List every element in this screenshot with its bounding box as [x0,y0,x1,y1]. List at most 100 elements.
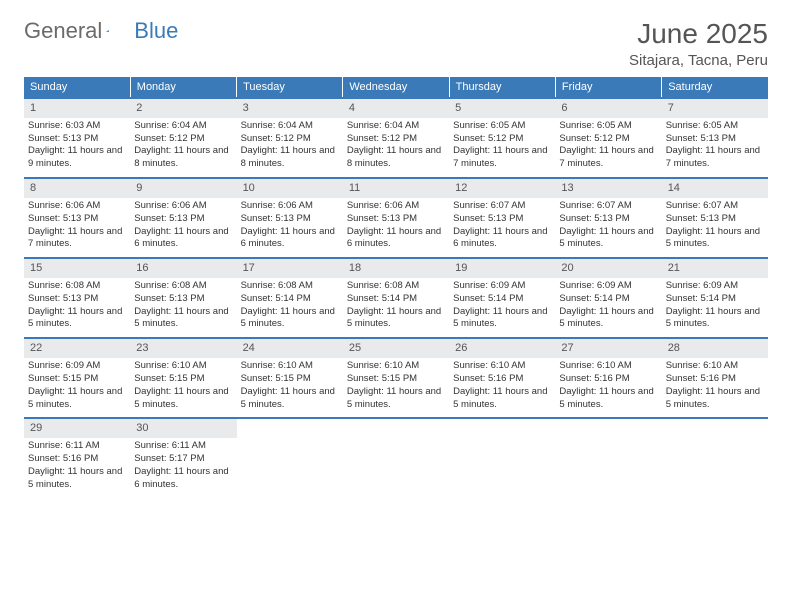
sunset-line: Sunset: 5:13 PM [28,293,126,306]
sunset-line: Sunset: 5:14 PM [241,293,339,306]
day-body: Sunrise: 6:10 AMSunset: 5:15 PMDaylight:… [237,358,343,417]
daylight-line: Daylight: 11 hours and 5 minutes. [559,226,657,252]
day-number: 25 [343,339,449,358]
sunrise-line: Sunrise: 6:04 AM [347,120,445,133]
daylight-line: Daylight: 11 hours and 8 minutes. [134,145,232,171]
day-header-sunday: Sunday [24,77,130,98]
logo-text-general: General [24,18,102,44]
sunset-line: Sunset: 5:12 PM [559,133,657,146]
day-cell: 29Sunrise: 6:11 AMSunset: 5:16 PMDayligh… [24,418,130,497]
empty-cell [237,418,343,497]
sunrise-line: Sunrise: 6:06 AM [28,200,126,213]
day-body: Sunrise: 6:09 AMSunset: 5:14 PMDaylight:… [662,278,768,337]
daylight-line: Daylight: 11 hours and 5 minutes. [28,386,126,412]
day-number: 2 [130,99,236,118]
day-body: Sunrise: 6:08 AMSunset: 5:13 PMDaylight:… [24,278,130,337]
day-number: 29 [24,419,130,438]
day-cell: 7Sunrise: 6:05 AMSunset: 5:13 PMDaylight… [662,98,768,178]
day-cell: 2Sunrise: 6:04 AMSunset: 5:12 PMDaylight… [130,98,236,178]
day-header-tuesday: Tuesday [237,77,343,98]
day-body: Sunrise: 6:09 AMSunset: 5:14 PMDaylight:… [555,278,661,337]
sunset-line: Sunset: 5:17 PM [134,453,232,466]
day-number: 16 [130,259,236,278]
day-number: 9 [130,179,236,198]
day-body: Sunrise: 6:10 AMSunset: 5:16 PMDaylight:… [449,358,555,417]
sunset-line: Sunset: 5:15 PM [347,373,445,386]
daylight-line: Daylight: 11 hours and 5 minutes. [453,306,551,332]
sunset-line: Sunset: 5:12 PM [347,133,445,146]
day-cell: 3Sunrise: 6:04 AMSunset: 5:12 PMDaylight… [237,98,343,178]
day-cell: 8Sunrise: 6:06 AMSunset: 5:13 PMDaylight… [24,178,130,258]
day-number: 21 [662,259,768,278]
daylight-line: Daylight: 11 hours and 7 minutes. [559,145,657,171]
day-number: 10 [237,179,343,198]
day-body: Sunrise: 6:06 AMSunset: 5:13 PMDaylight:… [130,198,236,257]
day-body: Sunrise: 6:03 AMSunset: 5:13 PMDaylight:… [24,118,130,177]
day-body: Sunrise: 6:10 AMSunset: 5:16 PMDaylight:… [555,358,661,417]
day-cell: 18Sunrise: 6:08 AMSunset: 5:14 PMDayligh… [343,258,449,338]
sunrise-line: Sunrise: 6:07 AM [453,200,551,213]
day-number: 20 [555,259,661,278]
sunset-line: Sunset: 5:14 PM [666,293,764,306]
day-number: 7 [662,99,768,118]
day-body: Sunrise: 6:08 AMSunset: 5:13 PMDaylight:… [130,278,236,337]
sunrise-line: Sunrise: 6:06 AM [134,200,232,213]
sunset-line: Sunset: 5:12 PM [453,133,551,146]
daylight-line: Daylight: 11 hours and 5 minutes. [559,386,657,412]
logo: General Blue [24,18,178,44]
day-body: Sunrise: 6:05 AMSunset: 5:12 PMDaylight:… [449,118,555,177]
sunrise-line: Sunrise: 6:10 AM [559,360,657,373]
sunrise-line: Sunrise: 6:09 AM [28,360,126,373]
day-header-friday: Friday [555,77,661,98]
day-body: Sunrise: 6:11 AMSunset: 5:17 PMDaylight:… [130,438,236,497]
daylight-line: Daylight: 11 hours and 8 minutes. [241,145,339,171]
day-body: Sunrise: 6:09 AMSunset: 5:14 PMDaylight:… [449,278,555,337]
daylight-line: Daylight: 11 hours and 5 minutes. [134,386,232,412]
day-number: 3 [237,99,343,118]
week-row: 22Sunrise: 6:09 AMSunset: 5:15 PMDayligh… [24,338,768,418]
daylight-line: Daylight: 11 hours and 5 minutes. [453,386,551,412]
daylight-line: Daylight: 11 hours and 6 minutes. [347,226,445,252]
day-header-saturday: Saturday [662,77,768,98]
sunrise-line: Sunrise: 6:05 AM [559,120,657,133]
daylight-line: Daylight: 11 hours and 5 minutes. [28,466,126,492]
day-body: Sunrise: 6:08 AMSunset: 5:14 PMDaylight:… [237,278,343,337]
day-body: Sunrise: 6:07 AMSunset: 5:13 PMDaylight:… [449,198,555,257]
day-body: Sunrise: 6:06 AMSunset: 5:13 PMDaylight:… [237,198,343,257]
day-number: 26 [449,339,555,358]
sunrise-line: Sunrise: 6:10 AM [134,360,232,373]
day-cell: 15Sunrise: 6:08 AMSunset: 5:13 PMDayligh… [24,258,130,338]
week-row: 29Sunrise: 6:11 AMSunset: 5:16 PMDayligh… [24,418,768,497]
day-cell: 5Sunrise: 6:05 AMSunset: 5:12 PMDaylight… [449,98,555,178]
sunrise-line: Sunrise: 6:08 AM [134,280,232,293]
sunset-line: Sunset: 5:12 PM [134,133,232,146]
month-title: June 2025 [629,18,768,50]
sunrise-line: Sunrise: 6:04 AM [241,120,339,133]
sunset-line: Sunset: 5:13 PM [453,213,551,226]
sunset-line: Sunset: 5:13 PM [134,213,232,226]
day-cell: 13Sunrise: 6:07 AMSunset: 5:13 PMDayligh… [555,178,661,258]
day-body: Sunrise: 6:07 AMSunset: 5:13 PMDaylight:… [555,198,661,257]
sunrise-line: Sunrise: 6:03 AM [28,120,126,133]
sunrise-line: Sunrise: 6:06 AM [241,200,339,213]
sunset-line: Sunset: 5:13 PM [559,213,657,226]
day-header-monday: Monday [130,77,236,98]
day-number: 11 [343,179,449,198]
day-number: 12 [449,179,555,198]
day-header-thursday: Thursday [449,77,555,98]
sunset-line: Sunset: 5:13 PM [134,293,232,306]
sunset-line: Sunset: 5:13 PM [241,213,339,226]
day-cell: 6Sunrise: 6:05 AMSunset: 5:12 PMDaylight… [555,98,661,178]
daylight-line: Daylight: 11 hours and 6 minutes. [134,226,232,252]
day-cell: 12Sunrise: 6:07 AMSunset: 5:13 PMDayligh… [449,178,555,258]
day-body: Sunrise: 6:08 AMSunset: 5:14 PMDaylight:… [343,278,449,337]
day-cell: 24Sunrise: 6:10 AMSunset: 5:15 PMDayligh… [237,338,343,418]
week-row: 1Sunrise: 6:03 AMSunset: 5:13 PMDaylight… [24,98,768,178]
sunset-line: Sunset: 5:15 PM [28,373,126,386]
daylight-line: Daylight: 11 hours and 5 minutes. [28,306,126,332]
sunrise-line: Sunrise: 6:08 AM [28,280,126,293]
day-cell: 26Sunrise: 6:10 AMSunset: 5:16 PMDayligh… [449,338,555,418]
sunrise-line: Sunrise: 6:10 AM [666,360,764,373]
sunrise-line: Sunrise: 6:10 AM [453,360,551,373]
daylight-line: Daylight: 11 hours and 6 minutes. [134,466,232,492]
